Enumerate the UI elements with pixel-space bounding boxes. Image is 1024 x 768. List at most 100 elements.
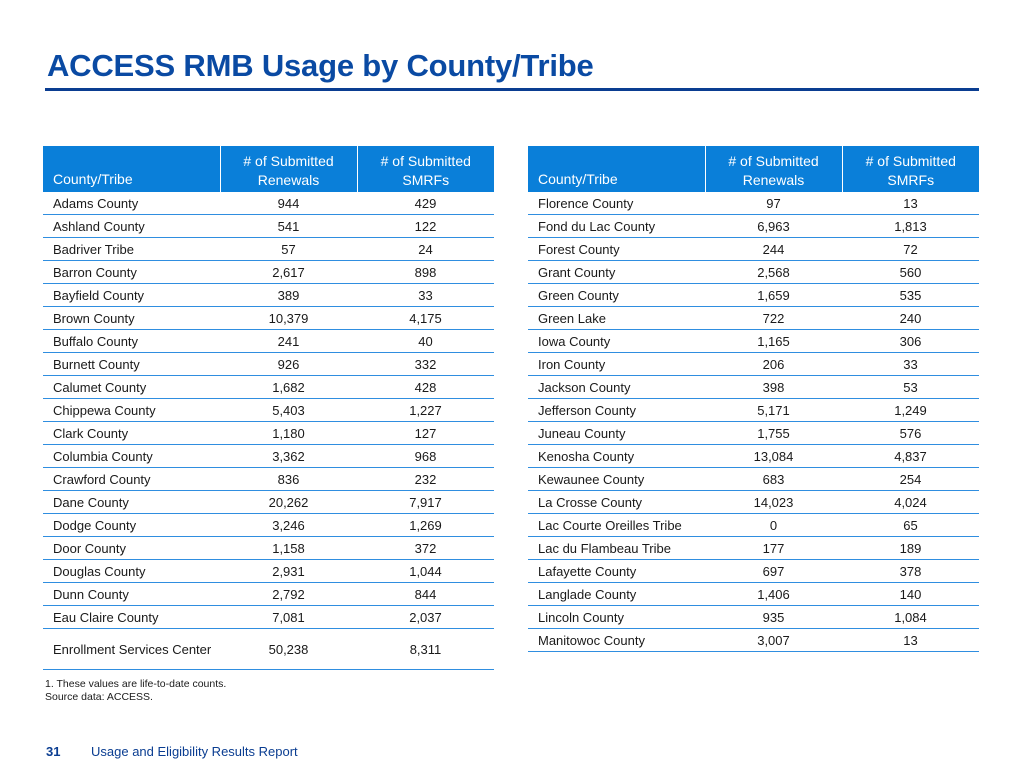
row-renewals-cell: 6,963 [705,214,842,238]
row-smrfs-cell: 968 [357,444,494,468]
row-renewals-cell: 1,682 [220,375,357,399]
row-name-cell: Dane County [43,490,220,514]
row-name-cell: Jackson County [528,375,705,399]
row-name-cell: Dodge County [43,513,220,537]
row-renewals-cell: 206 [705,352,842,376]
row-name-cell: Manitowoc County [528,628,705,652]
row-renewals-cell: 10,379 [220,306,357,330]
table-row: Dunn County 2,792 844 [43,582,494,606]
table-row: Columbia County 3,362 968 [43,444,494,468]
row-smrfs-cell: 1,227 [357,398,494,422]
row-smrfs-cell: 7,917 [357,490,494,514]
table-row: Eau Claire County 7,081 2,037 [43,605,494,629]
row-smrfs-cell: 1,044 [357,559,494,583]
row-name-cell: Barron County [43,260,220,284]
row-smrfs-cell: 8,311 [357,628,494,670]
column-header-smrfs-line1: # of Submitted [380,153,471,169]
row-smrfs-cell: 13 [842,192,979,215]
table-row: Adams County 944 429 [43,192,494,215]
table-row: Badriver Tribe 57 24 [43,237,494,261]
row-renewals-cell: 3,362 [220,444,357,468]
row-name-cell: Crawford County [43,467,220,491]
table-row: Jefferson County 5,171 1,249 [528,398,979,422]
row-smrfs-cell: 4,024 [842,490,979,514]
table-row: Florence County 97 13 [528,192,979,215]
table-row: Barron County 2,617 898 [43,260,494,284]
table-row: Kenosha County 13,084 4,837 [528,444,979,468]
row-name-cell: Dunn County [43,582,220,606]
row-renewals-cell: 2,617 [220,260,357,284]
row-name-cell: Bayfield County [43,283,220,307]
table-row: Ashland County 541 122 [43,214,494,238]
row-smrfs-cell: 898 [357,260,494,284]
row-name-cell: Badriver Tribe [43,237,220,261]
table-body-left: Adams County 944 429 Ashland County 541 122 Ba… [43,192,494,670]
column-header-county: County/Tribe [43,146,220,192]
row-smrfs-cell: 372 [357,536,494,560]
row-smrfs-cell: 140 [842,582,979,606]
column-header-smrfs: # of Submitted SMRFs [356,146,494,192]
row-smrfs-cell: 72 [842,237,979,261]
table-row: Dane County 20,262 7,917 [43,490,494,514]
row-renewals-cell: 50,238 [220,628,357,670]
row-name-cell: Grant County [528,260,705,284]
row-name-cell: Eau Claire County [43,605,220,629]
row-smrfs-cell: 535 [842,283,979,307]
row-smrfs-cell: 13 [842,628,979,652]
row-smrfs-cell: 122 [357,214,494,238]
row-name-cell: Green Lake [528,306,705,330]
row-renewals-cell: 2,931 [220,559,357,583]
row-name-cell: Iowa County [528,329,705,353]
row-name-cell: Forest County [528,237,705,261]
row-renewals-cell: 836 [220,467,357,491]
row-smrfs-cell: 189 [842,536,979,560]
column-header-renewals-line2: Renewals [742,172,805,188]
row-renewals-cell: 1,180 [220,421,357,445]
row-renewals-cell: 3,007 [705,628,842,652]
row-renewals-cell: 398 [705,375,842,399]
county-table-right: County/Tribe # of Submitted Renewals # o… [528,146,979,652]
row-name-cell: Lafayette County [528,559,705,583]
table-row: Dodge County 3,246 1,269 [43,513,494,537]
row-renewals-cell: 697 [705,559,842,583]
column-header-renewals-line1: # of Submitted [243,153,334,169]
row-renewals-cell: 926 [220,352,357,376]
row-renewals-cell: 0 [705,513,842,537]
table-row: Iowa County 1,165 306 [528,329,979,353]
row-smrfs-cell: 232 [357,467,494,491]
row-name-cell: Burnett County [43,352,220,376]
column-header-renewals: # of Submitted Renewals [219,146,357,192]
row-name-cell: Adams County [43,192,220,215]
row-renewals-cell: 5,403 [220,398,357,422]
column-header-smrfs-line1: # of Submitted [865,153,956,169]
row-renewals-cell: 244 [705,237,842,261]
row-name-cell: Juneau County [528,421,705,445]
row-renewals-cell: 14,023 [705,490,842,514]
row-renewals-cell: 20,262 [220,490,357,514]
table-row: Green County 1,659 535 [528,283,979,307]
row-renewals-cell: 97 [705,192,842,215]
table-row: Lincoln County 935 1,084 [528,605,979,629]
table-row: Buffalo County 241 40 [43,329,494,353]
table-row: Lac Courte Oreilles Tribe 0 65 [528,513,979,537]
table-row: Grant County 2,568 560 [528,260,979,284]
column-header-renewals-line2: Renewals [257,172,320,188]
row-smrfs-cell: 560 [842,260,979,284]
footnote-life-to-date: 1. These values are life-to-date counts. [45,678,227,690]
page-title: ACCESS RMB Usage by County/Tribe [47,48,594,83]
row-renewals-cell: 1,659 [705,283,842,307]
table-row: Enrollment Services Center 50,238 8,311 [43,628,494,670]
row-smrfs-cell: 254 [842,467,979,491]
table-header-row: County/Tribe # of Submitted Renewals # o… [43,146,494,192]
row-renewals-cell: 683 [705,467,842,491]
column-header-county: County/Tribe [528,146,705,192]
row-name-cell: Lincoln County [528,605,705,629]
row-smrfs-cell: 65 [842,513,979,537]
row-name-cell: Lac Courte Oreilles Tribe [528,513,705,537]
column-header-smrfs: # of Submitted SMRFs [841,146,979,192]
table-header-row: County/Tribe # of Submitted Renewals # o… [528,146,979,192]
row-smrfs-cell: 33 [357,283,494,307]
county-table-left: County/Tribe # of Submitted Renewals # o… [43,146,494,670]
row-renewals-cell: 3,246 [220,513,357,537]
table-row: Calumet County 1,682 428 [43,375,494,399]
